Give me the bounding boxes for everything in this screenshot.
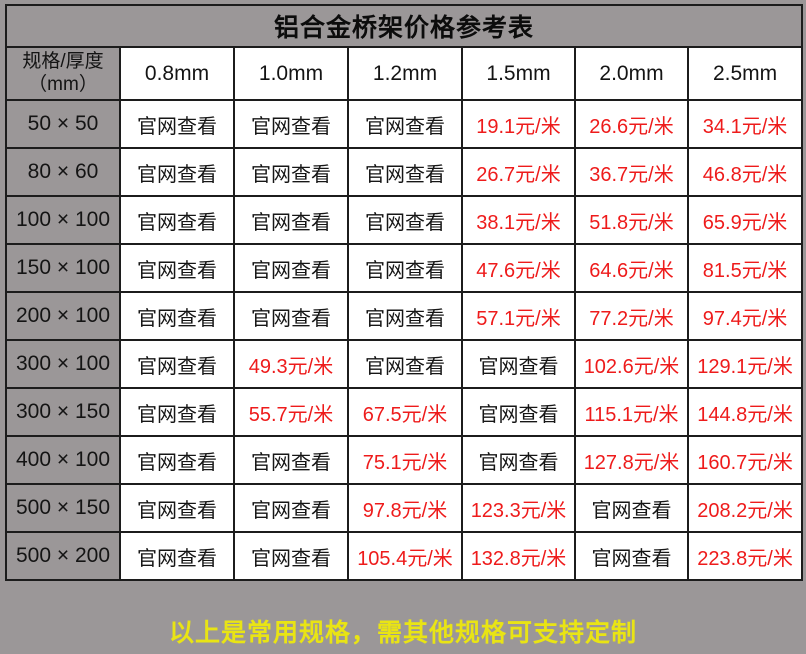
price-cell: 55.7元/米 [233, 387, 349, 437]
footer-custom-note: 以上是常用规格，需其他规格可支持定制 [168, 619, 637, 647]
price-cell: 67.5元/米 [347, 387, 463, 437]
price-cell: 65.9元/米 [686, 195, 804, 245]
price-cell: 51.8元/米 [574, 195, 689, 245]
check-official-site-cell: 官网查看 [347, 291, 463, 341]
spec-cell: 300 × 150 [5, 387, 121, 437]
check-official-site-cell: 官网查看 [119, 291, 235, 341]
table-row: 50 × 50 官网查看 官网查看 官网查看 19.1元/米 26.6元/米 34.1元/米 [5, 99, 804, 149]
price-cell: 77.2元/米 [574, 291, 689, 341]
check-official-site-cell: 官网查看 [461, 339, 576, 389]
check-official-site-cell: 官网查看 [574, 483, 689, 533]
column-header-1.2mm: 1.2mm [347, 46, 463, 101]
table-row: 400 × 100 官网查看 官网查看 75.1元/米 官网查看 127.8元/米 160.… [5, 435, 804, 485]
check-official-site-cell: 官网查看 [119, 195, 235, 245]
check-official-site-cell: 官网查看 [347, 99, 463, 149]
spec-cell: 150 × 100 [5, 243, 121, 293]
price-cell: 81.5元/米 [686, 243, 804, 293]
price-cell: 97.8元/米 [347, 483, 463, 533]
table-row: 80 × 60 官网查看 官网查看 官网查看 26.7元/米 36.7元/米 46.8元/米 [5, 147, 804, 197]
title-row: 铝合金桥架价格参考表 [4, 4, 804, 48]
check-official-site-cell: 官网查看 [233, 243, 349, 293]
check-official-site-cell: 官网查看 [119, 147, 235, 197]
check-official-site-cell: 官网查看 [119, 99, 235, 149]
check-official-site-cell: 官网查看 [233, 435, 349, 485]
column-header-2.5mm: 2.5mm [686, 46, 804, 101]
table-title: 铝合金桥架价格参考表 [4, 4, 804, 48]
price-cell: 127.8元/米 [574, 435, 689, 485]
check-official-site-cell: 官网查看 [347, 339, 463, 389]
column-header-1.5mm: 1.5mm [461, 46, 576, 101]
price-cell: 34.1元/米 [686, 99, 804, 149]
price-cell: 129.1元/米 [686, 339, 804, 389]
price-cell: 49.3元/米 [233, 339, 349, 389]
price-cell: 160.7元/米 [686, 435, 804, 485]
price-cell: 144.8元/米 [686, 387, 804, 437]
check-official-site-cell: 官网查看 [233, 99, 349, 149]
spec-header-line1: 规格/厚度 [22, 51, 104, 73]
check-official-site-cell: 官网查看 [119, 339, 235, 389]
price-cell: 223.8元/米 [686, 531, 804, 581]
header-row: 规格/厚度 （mm） 0.8mm 1.0mm 1.2mm 1.5mm 2.0mm… [5, 46, 804, 101]
check-official-site-cell: 官网查看 [233, 195, 349, 245]
check-official-site-cell: 官网查看 [233, 531, 349, 581]
price-cell: 26.6元/米 [574, 99, 689, 149]
price-cell: 46.8元/米 [686, 147, 804, 197]
check-official-site-cell: 官网查看 [347, 243, 463, 293]
check-official-site-cell: 官网查看 [119, 243, 235, 293]
table-row: 150 × 100 官网查看 官网查看 官网查看 47.6元/米 64.6元/米 81.5元… [5, 243, 804, 293]
check-official-site-cell: 官网查看 [461, 387, 576, 437]
check-official-site-cell: 官网查看 [233, 291, 349, 341]
price-cell: 64.6元/米 [574, 243, 689, 293]
price-cell: 19.1元/米 [461, 99, 576, 149]
table-row: 500 × 150 官网查看 官网查看 97.8元/米 123.3元/米 官网查看 208.… [5, 483, 804, 533]
check-official-site-cell: 官网查看 [119, 387, 235, 437]
price-cell: 97.4元/米 [686, 291, 804, 341]
price-cell: 132.8元/米 [461, 531, 576, 581]
price-cell: 36.7元/米 [574, 147, 689, 197]
column-header-2.0mm: 2.0mm [574, 46, 689, 101]
check-official-site-cell: 官网查看 [119, 483, 235, 533]
spec-cell: 200 × 100 [5, 291, 121, 341]
price-cell: 38.1元/米 [461, 195, 576, 245]
price-cell: 115.1元/米 [574, 387, 689, 437]
spec-cell: 300 × 100 [5, 339, 121, 389]
price-cell: 123.3元/米 [461, 483, 576, 533]
check-official-site-cell: 官网查看 [347, 147, 463, 197]
table-row: 500 × 200 官网查看 官网查看 105.4元/米 132.8元/米 官网查看 223… [5, 531, 804, 581]
price-cell: 102.6元/米 [574, 339, 689, 389]
table-row: 200 × 100 官网查看 官网查看 官网查看 57.1元/米 77.2元/米 97.4元… [5, 291, 804, 341]
price-cell: 208.2元/米 [686, 483, 804, 533]
price-table-body: 铝合金桥架价格参考表 规格/厚度 （mm） 0.8mm 1.0mm 1.2mm … [4, 4, 804, 581]
check-official-site-cell: 官网查看 [119, 435, 235, 485]
spec-cell: 500 × 200 [5, 531, 121, 581]
check-official-site-cell: 官网查看 [233, 147, 349, 197]
price-cell: 47.6元/米 [461, 243, 576, 293]
price-cell: 75.1元/米 [347, 435, 463, 485]
check-official-site-cell: 官网查看 [233, 483, 349, 533]
table-row: 100 × 100 官网查看 官网查看 官网查看 38.1元/米 51.8元/米 65.9元… [5, 195, 804, 245]
spec-cell: 100 × 100 [5, 195, 121, 245]
column-header-1.0mm: 1.0mm [233, 46, 349, 101]
price-cell: 26.7元/米 [461, 147, 576, 197]
check-official-site-cell: 官网查看 [574, 531, 689, 581]
price-cell: 105.4元/米 [347, 531, 463, 581]
table-row: 300 × 150 官网查看 55.7元/米 67.5元/米 官网查看 115.1元/米 1… [5, 387, 804, 437]
check-official-site-cell: 官网查看 [461, 435, 576, 485]
price-cell: 57.1元/米 [461, 291, 576, 341]
spec-cell: 500 × 150 [5, 483, 121, 533]
check-official-site-cell: 官网查看 [347, 195, 463, 245]
spec-thickness-header: 规格/厚度 （mm） [5, 46, 121, 101]
spec-cell: 400 × 100 [5, 435, 121, 485]
price-reference-table: 铝合金桥架价格参考表 规格/厚度 （mm） 0.8mm 1.0mm 1.2mm … [4, 4, 804, 581]
spec-header-line2: （mm） [28, 73, 98, 95]
check-official-site-cell: 官网查看 [119, 531, 235, 581]
table-row: 300 × 100 官网查看 49.3元/米 官网查看 官网查看 102.6元/米 129.… [5, 339, 804, 389]
spec-cell: 80 × 60 [5, 147, 121, 197]
column-header-0.8mm: 0.8mm [119, 46, 235, 101]
spec-cell: 50 × 50 [5, 99, 121, 149]
